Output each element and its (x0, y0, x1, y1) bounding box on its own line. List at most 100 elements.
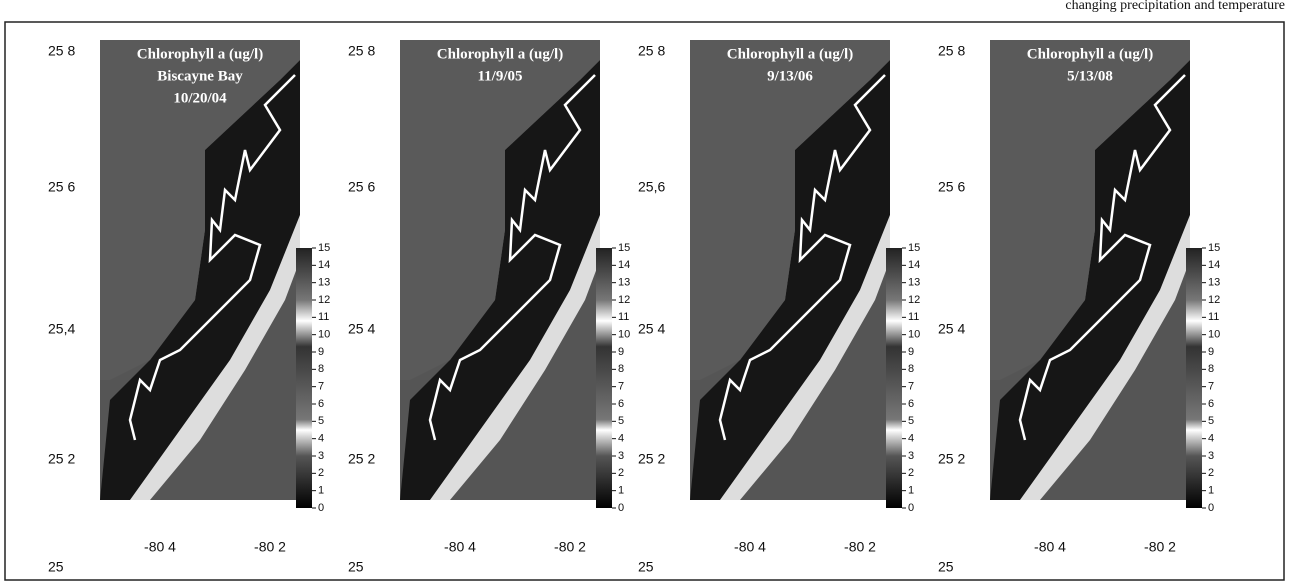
colorbar-label: 11 (1208, 311, 1219, 323)
colorbar-label: 8 (1208, 363, 1214, 375)
colorbar-label: 9 (618, 346, 624, 358)
colorbar-label: 13 (618, 277, 630, 289)
colorbar-label: 5 (618, 415, 624, 427)
colorbar-label: 0 (318, 502, 324, 514)
transect (1018, 74, 1186, 441)
colorbar-label: 3 (318, 450, 324, 462)
colorbar-label: 9 (1208, 346, 1214, 358)
lon-label: -80 4 (734, 539, 766, 555)
colorbar-label: 15 (318, 242, 330, 254)
lat-label: 25 (48, 559, 64, 575)
lon-label: -80 2 (1144, 539, 1176, 555)
panel-title: Chlorophyll a (ug/l) (137, 46, 263, 62)
colorbar-label: 10 (908, 329, 920, 341)
colorbar-label: 12 (318, 294, 330, 306)
colorbar-label: 8 (618, 363, 624, 375)
colorbar-label: 14 (908, 259, 920, 271)
mainland (400, 40, 600, 380)
mainland (990, 40, 1190, 380)
panel-title: 5/13/08 (1067, 68, 1113, 84)
panel-title: Chlorophyll a (ug/l) (727, 46, 853, 62)
mainland (100, 40, 300, 380)
lat-label: 25 2 (348, 451, 375, 467)
colorbar-label: 7 (1208, 381, 1214, 393)
lat-label: 25 6 (48, 179, 75, 195)
lat-label: 25 6 (348, 179, 375, 195)
transect (428, 74, 596, 441)
colorbar-label: 0 (1208, 502, 1214, 514)
colorbar-label: 6 (618, 398, 624, 410)
colorbar-label: 15 (1208, 242, 1220, 254)
colorbar-label: 7 (908, 381, 914, 393)
lon-label: -80 4 (444, 539, 476, 555)
lon-label: -80 2 (844, 539, 876, 555)
colorbar-label: 5 (318, 415, 324, 427)
panel-title: Biscayne Bay (157, 68, 243, 84)
panel-title: 10/20/04 (173, 90, 227, 106)
lat-label: 25 4 (938, 321, 965, 337)
colorbar-label: 3 (618, 450, 624, 462)
colorbar-label: 8 (318, 363, 324, 375)
colorbar-label: 9 (908, 346, 914, 358)
colorbar-label: 0 (908, 502, 914, 514)
colorbar-label: 12 (1208, 294, 1220, 306)
colorbar-label: 7 (618, 381, 624, 393)
lat-label: 25 (348, 559, 364, 575)
lat-label: 25 8 (348, 43, 375, 59)
colorbar-label: 6 (318, 398, 324, 410)
colorbar (1186, 248, 1202, 508)
colorbar-label: 14 (618, 259, 630, 271)
caption-fragment: changing precipitation and temperature (1065, 0, 1285, 13)
colorbar-label: 1 (1208, 485, 1214, 497)
colorbar-label: 3 (908, 450, 914, 462)
lat-label: 25 4 (638, 321, 665, 337)
lon-label: -80 2 (554, 539, 586, 555)
lon-label: -80 2 (254, 539, 286, 555)
transect (718, 74, 886, 441)
colorbar-label: 10 (618, 329, 630, 341)
colorbar-label: 8 (908, 363, 914, 375)
map-panel: Chlorophyll a (ug/l) 9/13/06 25 8 25,6 25 4 2… (638, 40, 920, 575)
map-panel: Chlorophyll a (ug/l) Biscayne Bay 10/20/04… (48, 40, 330, 575)
colorbar-label: 4 (318, 433, 324, 445)
colorbar-label: 2 (1208, 467, 1214, 479)
transect (128, 74, 296, 441)
mainland (690, 40, 890, 380)
colorbar-label: 15 (618, 242, 630, 254)
colorbar-label: 10 (1208, 329, 1220, 341)
colorbar-label: 4 (618, 433, 624, 445)
colorbar-label: 14 (318, 259, 330, 271)
colorbar-label: 14 (1208, 259, 1220, 271)
colorbar-label: 12 (908, 294, 920, 306)
lat-label: 25 4 (348, 321, 375, 337)
colorbar-label: 2 (318, 467, 324, 479)
colorbar-label: 0 (618, 502, 624, 514)
lat-label: 25 (638, 559, 654, 575)
colorbar-label: 1 (618, 485, 624, 497)
colorbar-label: 1 (908, 485, 914, 497)
colorbar-label: 11 (318, 311, 329, 323)
lat-label: 25 2 (938, 451, 965, 467)
lon-label: -80 4 (1034, 539, 1066, 555)
colorbar-label: 5 (1208, 415, 1214, 427)
colorbar-label: 13 (318, 277, 330, 289)
figure-frame (4, 21, 1285, 581)
panel-title: 9/13/06 (767, 68, 813, 84)
colorbar-label: 2 (618, 467, 624, 479)
panel-title: Chlorophyll a (ug/l) (437, 46, 563, 62)
colorbar (886, 248, 902, 508)
lat-label: 25 2 (48, 451, 75, 467)
colorbar-label: 10 (318, 329, 330, 341)
colorbar-label: 13 (908, 277, 920, 289)
panel-title: 11/9/05 (477, 68, 522, 84)
lat-label: 25,6 (638, 179, 665, 195)
colorbar-label: 13 (1208, 277, 1220, 289)
colorbar-label: 4 (1208, 433, 1214, 445)
colorbar-label: 15 (908, 242, 920, 254)
colorbar (296, 248, 312, 508)
lat-label: 25 8 (938, 43, 965, 59)
lat-label: 25 8 (638, 43, 665, 59)
